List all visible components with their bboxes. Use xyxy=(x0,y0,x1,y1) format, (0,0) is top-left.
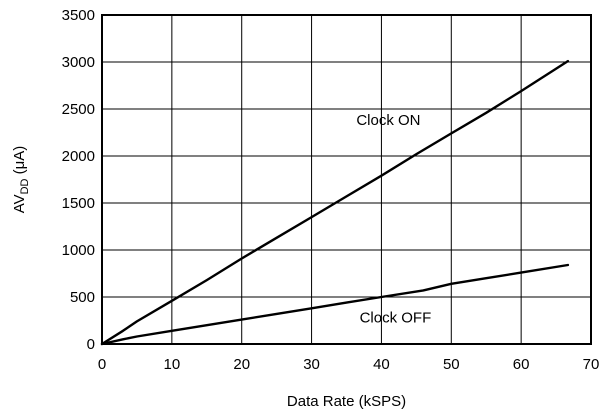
x-tick-label: 0 xyxy=(98,356,106,373)
annotation-label: Clock OFF xyxy=(360,309,432,326)
plot-frame xyxy=(101,14,592,345)
y-tick-label: 2500 xyxy=(62,101,95,118)
x-tick-labels: 0 10 20 30 40 50 60 70 xyxy=(98,356,599,373)
x-tick-label: 70 xyxy=(583,356,599,373)
series-line-clock-off xyxy=(100,263,570,346)
y-tick-label: 1500 xyxy=(62,195,95,212)
series-line-clock-on xyxy=(100,59,570,346)
x-tick-label: 60 xyxy=(513,356,530,373)
y-tick-label: 0 xyxy=(87,336,95,353)
x-tick-label: 20 xyxy=(233,356,250,373)
annotation-label: Clock ON xyxy=(356,112,420,129)
x-tick-label: 10 xyxy=(164,356,181,373)
series-lines xyxy=(100,59,570,346)
y-axis-label-subscript: DD xyxy=(19,178,31,194)
y-tick-label: 3000 xyxy=(62,54,95,71)
y-tick-label: 3500 xyxy=(62,7,95,24)
x-tick-label: 30 xyxy=(303,356,320,373)
y-tick-labels: 0 500 1000 1500 2000 2500 3000 3500 xyxy=(62,7,95,353)
x-tick-label: 50 xyxy=(443,356,460,373)
annotations: Clock ON Clock OFF xyxy=(356,112,431,326)
y-axis-label-main: AV xyxy=(11,194,28,213)
x-axis-label: Data Rate (kSPS) xyxy=(287,393,406,410)
y-axis-label-unit: (μA) xyxy=(11,146,28,179)
y-tick-label: 500 xyxy=(70,289,95,306)
grid xyxy=(101,14,592,345)
y-axis-label: AVDD (μA) xyxy=(11,146,31,214)
x-tick-label: 40 xyxy=(373,356,390,373)
y-tick-label: 1000 xyxy=(62,242,95,259)
y-tick-label: 2000 xyxy=(62,148,95,165)
